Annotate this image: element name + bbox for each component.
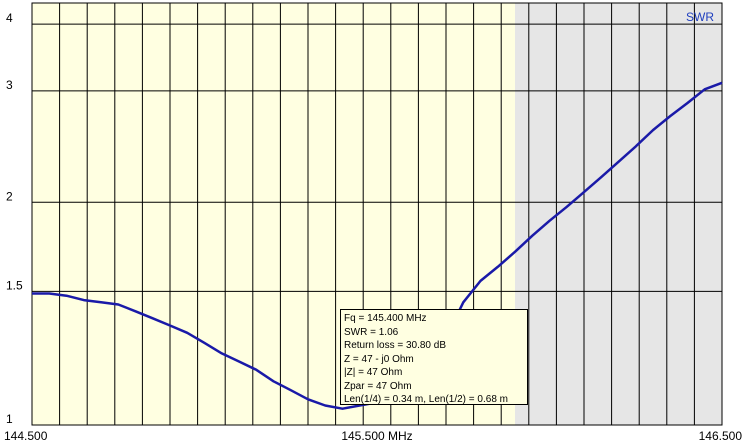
x-tick-label: 145.500 MHz bbox=[341, 429, 412, 443]
plot-frame bbox=[31, 2, 723, 426]
marker-parallel-impedance: Zpar = 47 Ohm bbox=[344, 380, 412, 392]
x-tick-label: 144.500 bbox=[4, 429, 48, 443]
marker-impedance-magnitude: |Z| = 47 Ohm bbox=[344, 367, 403, 378]
marker-impedance: Z = 47 - j0 Ohm bbox=[344, 353, 414, 365]
y-tick-label: 1 bbox=[6, 412, 13, 426]
marker-swr: SWR = 1.06 bbox=[344, 326, 399, 338]
out-of-band-region bbox=[515, 3, 722, 425]
series-label-swr: SWR bbox=[686, 10, 714, 24]
marker-line-lengths: Len(1/4) = 0.34 m, Len(1/2) = 0.68 m bbox=[344, 394, 508, 405]
y-tick-label: 3 bbox=[6, 78, 13, 92]
marker-frequency: Fq = 145.400 MHz bbox=[344, 313, 427, 324]
y-tick-label: 4 bbox=[6, 11, 13, 25]
y-tick-label: 1.5 bbox=[6, 278, 23, 292]
x-tick-label: 146.500 bbox=[699, 429, 743, 443]
marker-info-box: Fq = 145.400 MHz SWR = 1.06 Return loss … bbox=[340, 309, 528, 405]
marker-return-loss: Return loss = 30.80 dB bbox=[344, 340, 447, 351]
y-tick-label: 2 bbox=[6, 189, 13, 203]
